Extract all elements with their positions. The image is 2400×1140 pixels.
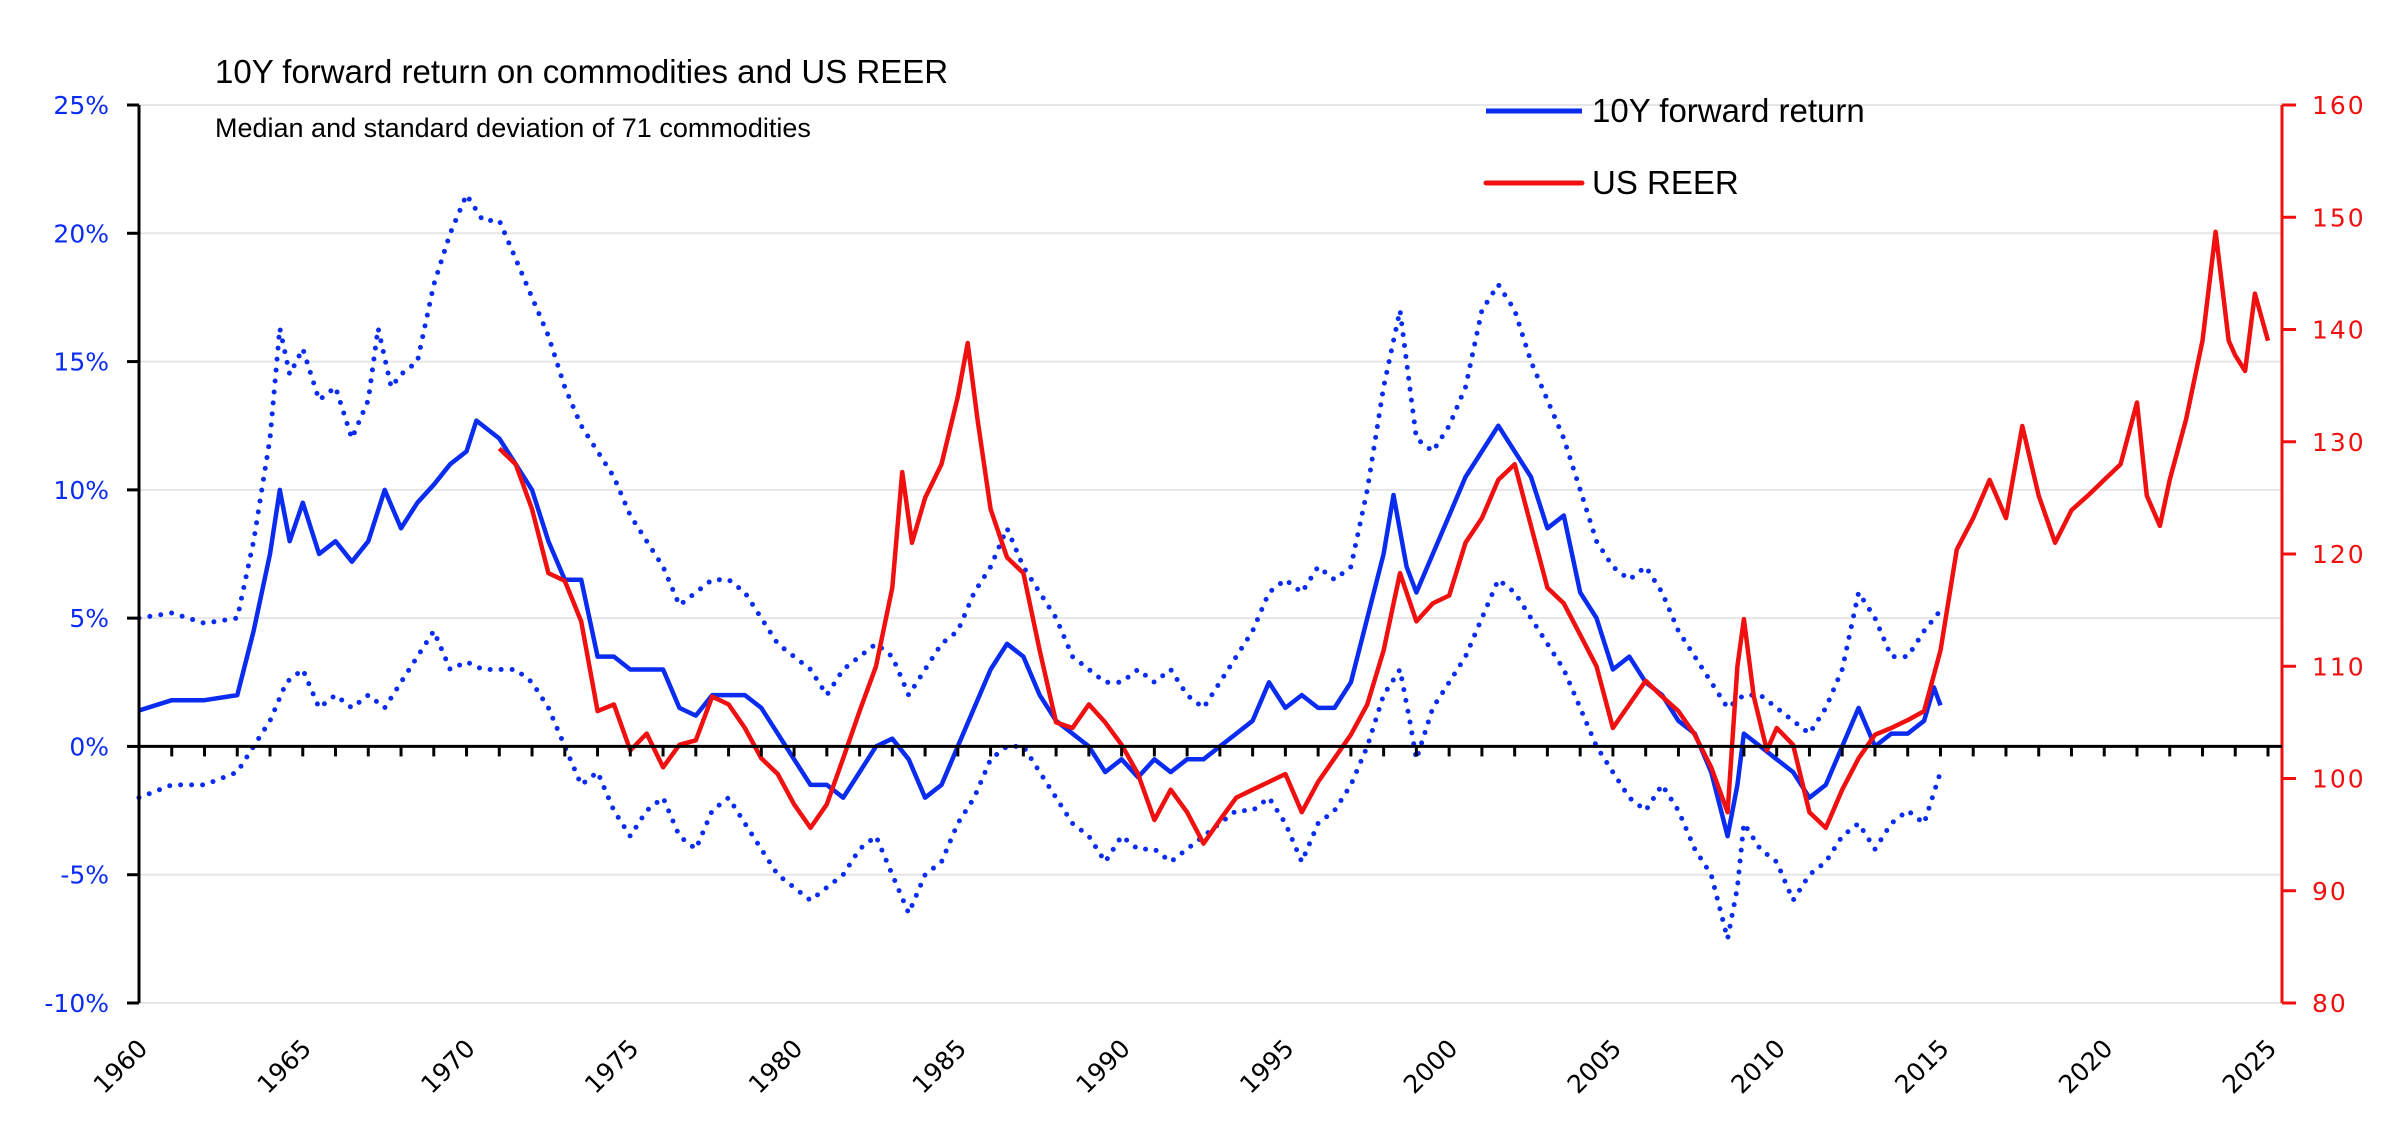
series-line-lower-band-median-1-s-d — [136, 577, 1943, 942]
series-line-upper-band-median-1-s-d — [136, 192, 1943, 737]
y-left-tick-label: 10% — [53, 476, 109, 505]
y-right-tick-label: 80 — [2312, 989, 2348, 1018]
chart-subtitle: Median and standard deviation of 71 comm… — [215, 113, 811, 143]
series-line-us-reer — [497, 229, 2271, 846]
x-tick-label: 2025 — [2217, 1034, 2282, 1099]
y-left-tick-label: 20% — [53, 219, 109, 248]
y-left-tick-label: 0% — [69, 732, 109, 761]
y-right-tick-label: 150 — [2312, 203, 2366, 232]
y-left-tick-label: -10% — [44, 989, 109, 1018]
x-tick-label: 1965 — [252, 1034, 317, 1099]
y-right-tick-label: 100 — [2312, 765, 2366, 794]
y-left-tick-label: -5% — [60, 861, 109, 890]
gridlines — [139, 104, 2282, 1004]
y-right-tick-label: 120 — [2312, 540, 2366, 569]
y-left-tick-label: 25% — [53, 91, 109, 120]
y-right-tick-label: 110 — [2312, 652, 2366, 681]
series-group — [136, 192, 2271, 942]
x-tick-label: 2010 — [1725, 1034, 1790, 1099]
x-tick-label: 1970 — [415, 1034, 480, 1099]
x-tick-label: 1995 — [1234, 1034, 1299, 1099]
legend: 10Y forward return US REER — [1483, 92, 1865, 201]
legend-label-us-reer: US REER — [1592, 164, 1739, 201]
x-tick-label: 1980 — [743, 1034, 808, 1099]
y-right-tick-label: 160 — [2312, 91, 2366, 120]
y-left-tick-label: 5% — [69, 604, 109, 633]
x-tick-label: 1975 — [579, 1034, 644, 1099]
y-right-tick-label: 130 — [2312, 428, 2366, 457]
x-tick-label: 2020 — [2053, 1034, 2118, 1099]
y-right-tick-label: 140 — [2312, 316, 2366, 345]
x-tick-label: 2015 — [1889, 1034, 1954, 1099]
chart-title: 10Y forward return on commodities and US… — [215, 53, 948, 90]
axes: 25% 20% 15% 10% 5% 0% -5% -10% 160 150 140 130 120 11… — [44, 91, 2366, 1099]
x-tick-label: 1990 — [1070, 1034, 1135, 1099]
x-tick-label: 1985 — [907, 1034, 972, 1099]
legend-label-forward-return: 10Y forward return — [1592, 92, 1865, 129]
y-right-tick-label: 90 — [2312, 877, 2348, 906]
x-tick-label: 2005 — [1562, 1034, 1627, 1099]
x-tick-label: 1960 — [88, 1034, 153, 1099]
y-left-tick-label: 15% — [53, 348, 109, 377]
series-line-10y-forward-return — [138, 418, 1943, 839]
x-tick-label: 2000 — [1398, 1034, 1463, 1099]
